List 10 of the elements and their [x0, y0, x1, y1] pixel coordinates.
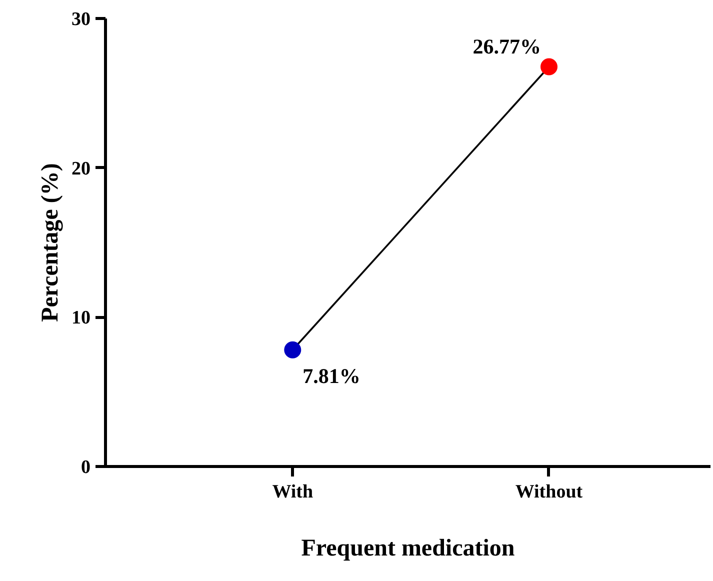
data-label: 26.77%: [472, 34, 541, 59]
x-tick-label: With: [272, 482, 314, 502]
x-tick-label: Without: [515, 482, 584, 502]
y-tick-label: 0: [81, 457, 90, 478]
y-axis-title: Percentage (%): [38, 163, 64, 322]
y-tick-label: 10: [72, 308, 90, 329]
y-tick-label: 30: [72, 9, 90, 30]
data-label: 7.81%: [302, 364, 360, 388]
x-axis-title: Frequent medication: [301, 536, 515, 562]
y-tick-label: 20: [72, 158, 90, 180]
